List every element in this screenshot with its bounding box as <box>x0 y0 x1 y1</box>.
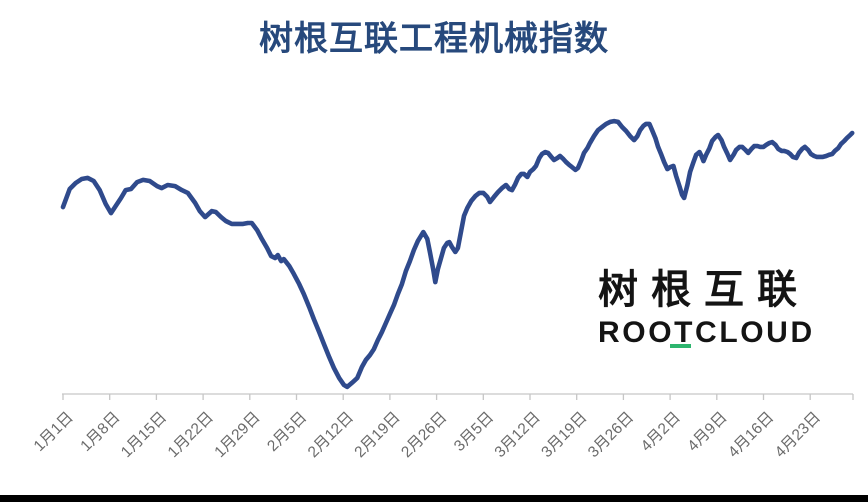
x-axis-label: 4月16日 <box>725 409 777 461</box>
chart-title: 树根互联工程机械指数 <box>259 20 609 58</box>
x-axis-label: 3月12日 <box>492 409 544 461</box>
x-axis-label: 1月15日 <box>118 409 170 461</box>
x-axis-label: 4月9日 <box>684 409 730 455</box>
x-axis-label: 1月1日 <box>31 409 77 455</box>
x-axis-label: 1月29日 <box>211 409 263 461</box>
index-line <box>60 118 855 390</box>
rootcloud-logo-cn: 树根互联 <box>598 268 810 312</box>
x-axis-label: 1月22日 <box>165 409 217 461</box>
rootcloud-logo-en: ROOTCLOUD <box>598 316 815 349</box>
x-axis-label: 1月8日 <box>77 409 123 455</box>
bottom-black-bar <box>0 495 868 502</box>
x-axis-label: 2月19日 <box>351 409 403 461</box>
rootcloud-logo-t-underline <box>670 344 691 348</box>
x-axis-label: 4月2日 <box>638 409 684 455</box>
x-axis-label: 3月26日 <box>585 409 637 461</box>
x-axis-label: 3月5日 <box>451 409 497 455</box>
x-axis-label: 3月19日 <box>538 409 590 461</box>
x-axis-label: 2月5日 <box>264 409 310 455</box>
x-axis-label: 2月26日 <box>398 409 450 461</box>
x-axis-label: 2月12日 <box>305 409 357 461</box>
rootcloud-watermark: 树根互联 ROOTCLOUD <box>598 270 815 348</box>
x-axis-label: 4月23日 <box>772 409 824 461</box>
